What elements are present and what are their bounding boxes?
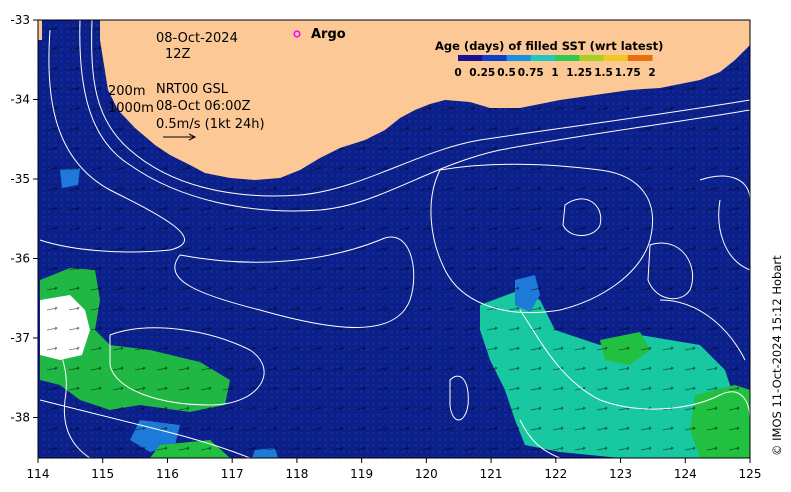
argo-label: Argo	[311, 27, 346, 42]
colorbar-swatch	[579, 55, 604, 61]
y-tick-label: -38	[10, 411, 30, 425]
colorbar-swatch	[506, 55, 532, 61]
colorbar-tick-label: 0.5	[497, 67, 516, 79]
x-tick-label: 116	[156, 467, 179, 481]
colorbar-tick-label: 2	[648, 67, 655, 79]
x-tick-label: 125	[739, 467, 762, 481]
plot-area: Argo 08-Oct-2024 12Z 200m NRT00 GSL 1000…	[38, 20, 750, 458]
x-tick-label: 114	[27, 467, 50, 481]
colorbar-tick-label: 1.75	[615, 67, 641, 79]
contour-label-200: 200m	[108, 84, 145, 99]
credit-text: © IMOS 11-Oct-2024 15:12 Hobart	[770, 255, 784, 456]
colorbar-swatch	[603, 55, 629, 61]
y-tick-label: -33	[10, 13, 30, 27]
y-tick-label: -36	[10, 252, 30, 266]
colorbar-tick-label: 0.25	[469, 67, 495, 79]
date-line-1: 08-Oct-2024	[156, 31, 238, 46]
x-tick-label: 122	[544, 467, 567, 481]
colorbar-title: Age (days) of filled SST (wrt latest)	[435, 39, 663, 53]
x-tick-label: 123	[609, 467, 632, 481]
x-tick-label: 124	[674, 467, 697, 481]
velocity-scale-arrow	[163, 133, 197, 141]
colorbar-swatch	[627, 55, 653, 61]
product-label: NRT00 GSL	[156, 82, 229, 97]
product-time: 08-Oct 06:00Z	[156, 99, 251, 114]
x-tick-label: 118	[285, 467, 308, 481]
colorbar-swatch	[482, 55, 507, 61]
colorbar-tick-label: 1	[551, 67, 558, 79]
x-tick-label: 117	[221, 467, 244, 481]
x-tick-label: 120	[415, 467, 438, 481]
colorbar-swatch	[530, 55, 556, 61]
x-tick-label: 115	[91, 467, 114, 481]
velocity-scale-label: 0.5m/s (1kt 24h)	[156, 117, 265, 132]
y-axis: -33 -34 -35 -36 -37 -38	[10, 13, 38, 425]
colorbar-tick-label: 0	[454, 67, 461, 79]
colorbar-swatches	[458, 55, 653, 61]
colorbar-ticks: 0 0.25 0.5 0.75 1 1.25 1.5 1.75 2	[454, 67, 655, 79]
colorbar-tick-label: 1.25	[566, 67, 592, 79]
y-tick-label: -34	[10, 93, 30, 107]
x-axis: 114 115 116 117 118 119 120 121 122 123 124 125	[27, 458, 762, 481]
contours	[39, 20, 750, 458]
contour-label-1000: 1000m	[108, 101, 154, 116]
plot-frame	[37, 19, 751, 459]
x-tick-label: 121	[480, 467, 503, 481]
date-line-2: 12Z	[165, 47, 191, 62]
colorbar-swatch	[458, 55, 483, 61]
argo-marker	[293, 30, 301, 38]
y-tick-label: -35	[10, 172, 30, 186]
x-tick-label: 119	[350, 467, 373, 481]
colorbar-tick-label: 0.75	[518, 67, 544, 79]
y-tick-label: -37	[10, 331, 30, 345]
colorbar-tick-label: 1.5	[594, 67, 613, 79]
colorbar-swatch	[555, 55, 580, 61]
